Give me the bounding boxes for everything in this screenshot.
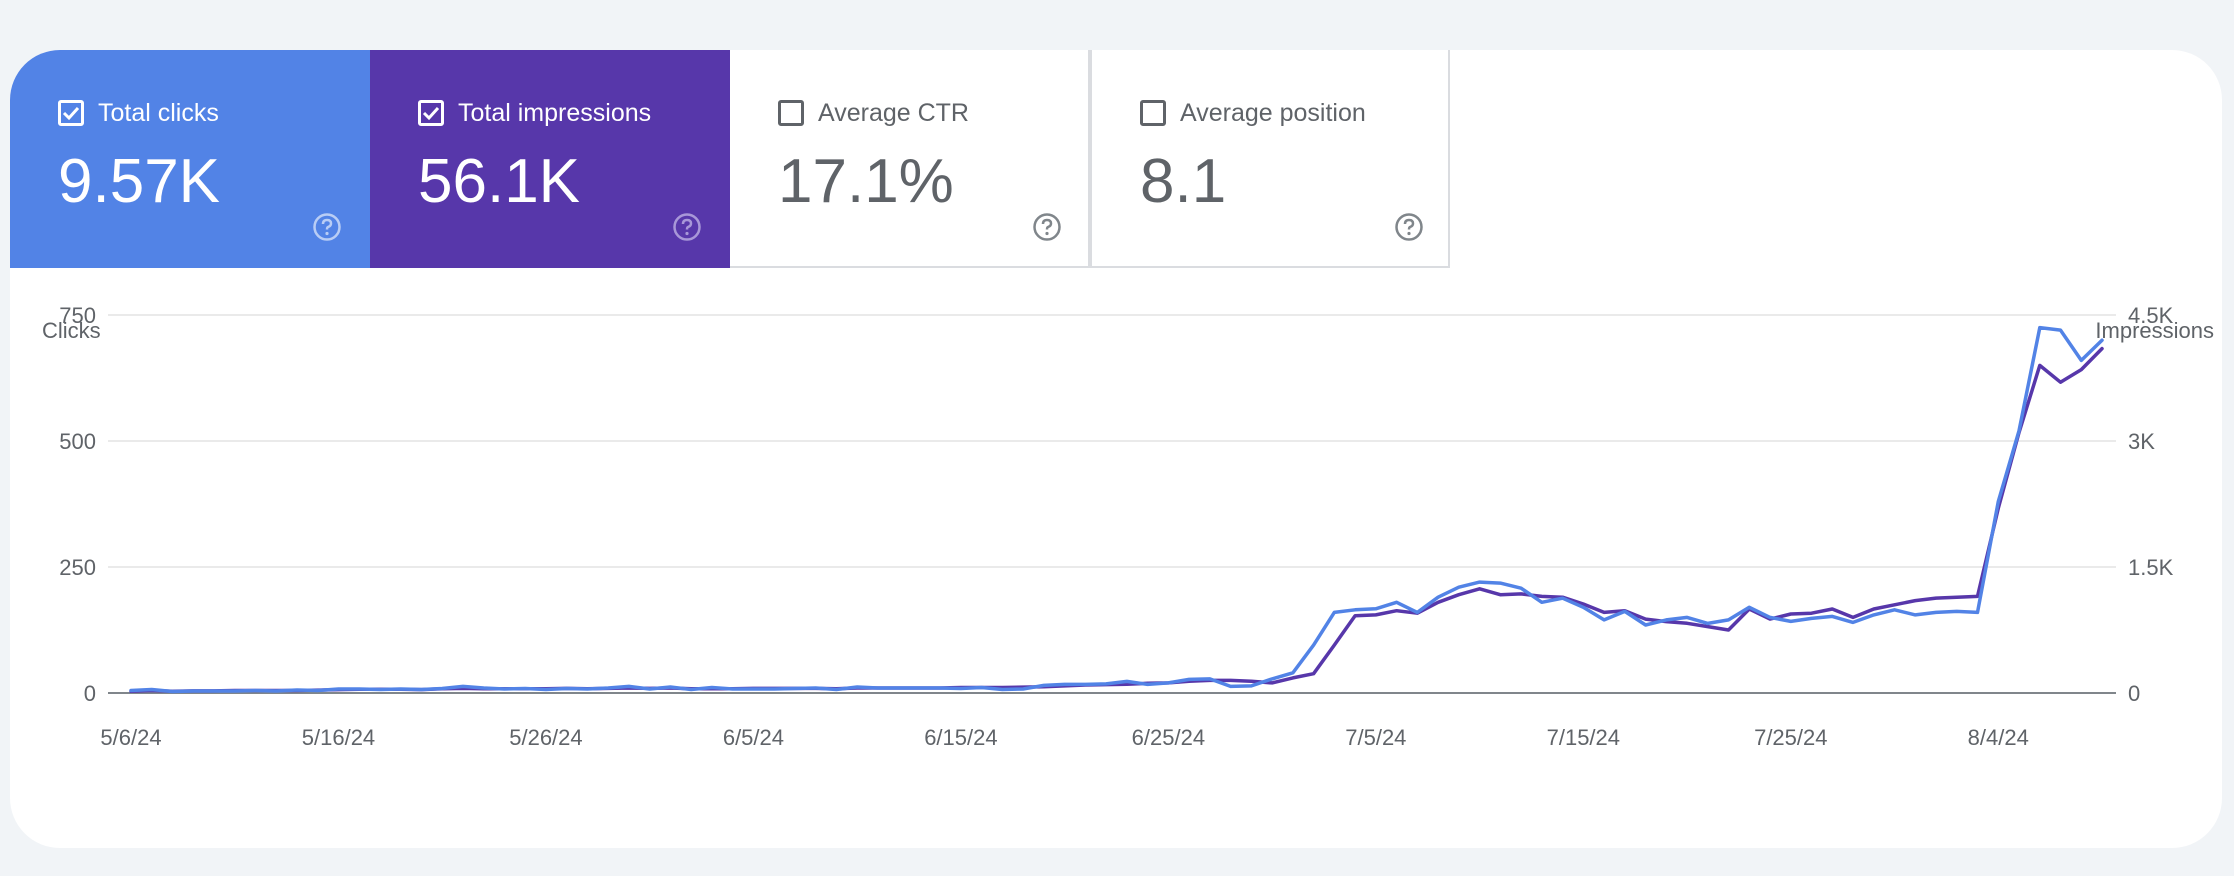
left-tick-label: 250 (59, 555, 96, 580)
chart-svg: 0 0 250 1.5K 500 3K 750 4.5K 5/6/24 5/16/24 5/26/2… (59, 303, 2173, 750)
x-tick-label: 6/15/24 (924, 725, 997, 750)
metric-label: Total clicks (98, 99, 219, 127)
help-circle-icon[interactable] (1032, 212, 1062, 242)
x-tick-label: 7/5/24 (1345, 725, 1406, 750)
x-tick-label: 5/16/24 (302, 725, 375, 750)
x-tick-label: 8/4/24 (1968, 725, 2029, 750)
metric-label: Average CTR (818, 99, 969, 127)
metric-tabs: Total clicks 9.57K Total impressions 56.… (10, 50, 1450, 268)
metric-tab-average-ctr[interactable]: Average CTR 17.1% (730, 50, 1090, 268)
metric-tab-average-position[interactable]: Average position 8.1 (1090, 50, 1450, 268)
x-tick-label: 7/15/24 (1547, 725, 1620, 750)
series-line-clicks (129, 325, 2104, 694)
right-tick-label: 4.5K (2128, 303, 2174, 328)
right-tick-label: 0 (2128, 681, 2140, 706)
performance-chart: Clicks Impressions 0 0 250 1.5K 500 3K 750 4.5K… (10, 268, 2222, 848)
metric-header: Total clicks (58, 98, 219, 128)
help-circle-icon[interactable] (312, 212, 342, 242)
gridlines (108, 314, 2116, 694)
metric-tab-total-impressions[interactable]: Total impressions 56.1K (370, 50, 730, 268)
checkbox-empty-icon[interactable] (1140, 100, 1166, 126)
series-line-impressions (129, 346, 2104, 694)
series-lines (129, 325, 2104, 694)
x-tick-label: 5/26/24 (509, 725, 582, 750)
checkbox-empty-icon[interactable] (778, 100, 804, 126)
x-tick-label: 6/25/24 (1132, 725, 1205, 750)
left-tick-label: 500 (59, 429, 96, 454)
x-tick-label: 7/25/24 (1754, 725, 1827, 750)
metric-header: Total impressions (418, 98, 651, 128)
checkbox-checked-icon[interactable] (418, 100, 444, 126)
axis-ticks: 0 0 250 1.5K 500 3K 750 4.5K 5/6/24 5/16/24 5/26/2… (59, 303, 2173, 750)
x-tick-label: 6/5/24 (723, 725, 784, 750)
metric-value: 17.1% (778, 147, 954, 216)
metric-value: 8.1 (1140, 147, 1227, 216)
help-circle-icon[interactable] (1394, 212, 1424, 242)
left-tick-label: 0 (84, 681, 96, 706)
metric-header: Average position (1140, 98, 1366, 128)
metric-tab-total-clicks[interactable]: Total clicks 9.57K (10, 50, 370, 268)
x-tick-label: 5/6/24 (100, 725, 161, 750)
metric-value: 56.1K (418, 147, 581, 216)
help-circle-icon[interactable] (672, 212, 702, 242)
left-axis-title: Clicks (42, 318, 101, 343)
performance-card: Total clicks 9.57K Total impressions 56.… (10, 50, 2222, 848)
right-tick-label: 3K (2128, 429, 2155, 454)
checkbox-checked-icon[interactable] (58, 100, 84, 126)
metric-label: Average position (1180, 99, 1366, 127)
right-tick-label: 1.5K (2128, 555, 2174, 580)
metric-value: 9.57K (58, 147, 221, 216)
left-tick-label: 750 (59, 303, 96, 328)
metric-header: Average CTR (778, 98, 969, 128)
right-axis-title: Impressions (2095, 318, 2214, 343)
metric-label: Total impressions (458, 99, 652, 127)
